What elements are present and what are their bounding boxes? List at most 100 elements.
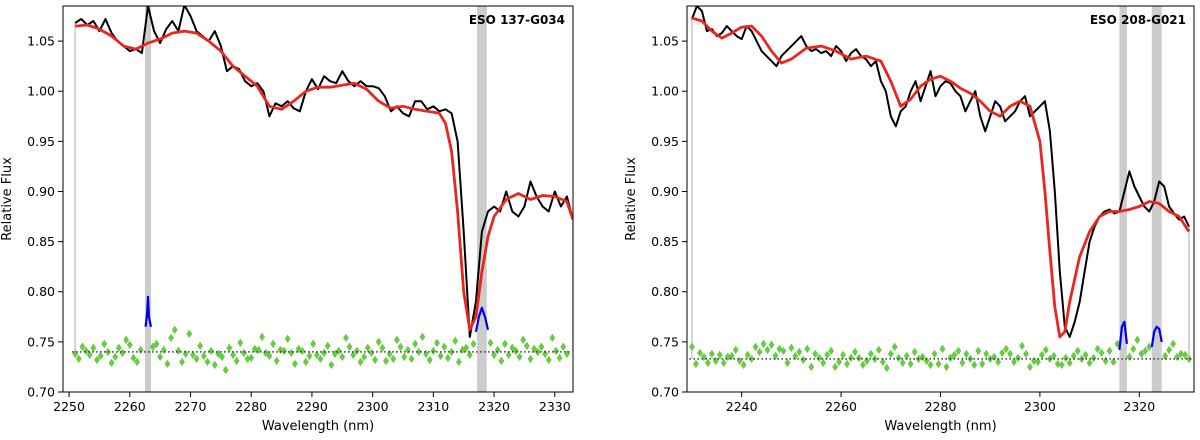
residual-point [509, 343, 516, 353]
residual-point [108, 358, 115, 368]
residual-point [975, 346, 982, 356]
residual-point [760, 339, 767, 349]
residual-point [498, 356, 505, 366]
residual-point [724, 352, 731, 362]
residual-point [808, 362, 815, 372]
residual-point [899, 358, 906, 368]
residual-point [386, 349, 393, 359]
residual-point [237, 338, 244, 348]
residual-point [123, 335, 130, 345]
residual-point [895, 353, 902, 363]
residual-point [1066, 358, 1073, 368]
residual-point [867, 349, 874, 359]
residual-point [560, 342, 567, 352]
residual-point [200, 351, 207, 361]
residual-point [860, 360, 866, 370]
residual-point [1106, 346, 1113, 356]
residual-point [520, 335, 527, 345]
residual-point [891, 342, 898, 352]
residual-point [233, 356, 240, 366]
observed-spectrum-line [691, 6, 1190, 338]
y-tick-label: 1.00 [651, 84, 679, 99]
residual-point [1094, 344, 1101, 354]
residual-point [693, 359, 699, 369]
residual-point [1178, 349, 1185, 359]
residual-point [1166, 345, 1173, 355]
residual-point [255, 345, 262, 355]
residual-point [390, 354, 397, 364]
residual-point [353, 346, 360, 356]
residual-point [516, 352, 523, 362]
residual-point [157, 352, 164, 362]
residual-point [1086, 358, 1093, 368]
residual-point [448, 347, 455, 357]
x-tick-label: 2300 [357, 399, 389, 414]
residual-point [883, 363, 890, 373]
residual-point [542, 349, 549, 359]
residual-point [1170, 339, 1177, 349]
residual-point [1027, 362, 1033, 372]
residual-point [434, 338, 440, 348]
residual-point [951, 350, 958, 360]
residual-point [452, 336, 459, 346]
residual-point [999, 348, 1006, 358]
residual-point [134, 357, 141, 367]
residual-point [963, 349, 970, 359]
residual-point [193, 354, 200, 364]
residual-point [768, 340, 775, 350]
residual-point [1090, 353, 1097, 363]
residual-point [740, 360, 747, 370]
y-tick-label: 0.90 [27, 184, 55, 199]
residual-point [119, 348, 126, 358]
residual-point [79, 342, 86, 352]
residual-point [545, 355, 552, 365]
y-tick-label: 0.75 [651, 334, 679, 349]
residual-point [90, 343, 97, 353]
residual-point [527, 354, 534, 364]
x-tick-label: 2280 [235, 399, 267, 414]
plot-area [72, 6, 573, 392]
residual-point [404, 345, 411, 355]
residual-point [437, 351, 444, 361]
residual-point [313, 350, 320, 360]
residual-point [752, 342, 759, 352]
residual-point [824, 350, 831, 360]
residual-point [995, 357, 1002, 367]
residual-point [728, 351, 735, 361]
residual-point [321, 348, 328, 358]
residual-point [1015, 353, 1021, 363]
residual-point [487, 338, 494, 348]
residual-point [259, 332, 266, 342]
residual-point [1038, 350, 1045, 360]
chart-title: ESO 208-G021 [1090, 13, 1186, 27]
residual-point [423, 349, 430, 359]
residual-point [306, 351, 313, 361]
residual-point [1174, 352, 1181, 362]
x-tick-label: 2300 [1024, 399, 1056, 414]
residual-point [1019, 341, 1025, 351]
residual-point [126, 340, 133, 350]
residual-point [101, 339, 108, 349]
y-tick-label: 0.75 [27, 334, 55, 349]
residual-point [875, 345, 882, 355]
residual-point [556, 353, 563, 363]
residual-point [379, 343, 386, 353]
residual-point [137, 345, 144, 355]
residual-point [244, 354, 251, 364]
residual-point [281, 346, 287, 356]
residual-point [130, 353, 137, 363]
residual-point [732, 345, 739, 355]
x-tick-label: 2270 [175, 399, 207, 414]
x-tick-label: 2330 [539, 399, 571, 414]
y-axis-label: Relative Flux [624, 157, 639, 241]
residual-point [1102, 356, 1109, 366]
residual-point [219, 352, 226, 362]
residual-point [1182, 350, 1188, 360]
residual-point [512, 346, 519, 356]
residual-point [848, 353, 854, 363]
residual-point [1138, 349, 1145, 359]
residual-point [251, 344, 258, 354]
residual-point [357, 357, 364, 367]
